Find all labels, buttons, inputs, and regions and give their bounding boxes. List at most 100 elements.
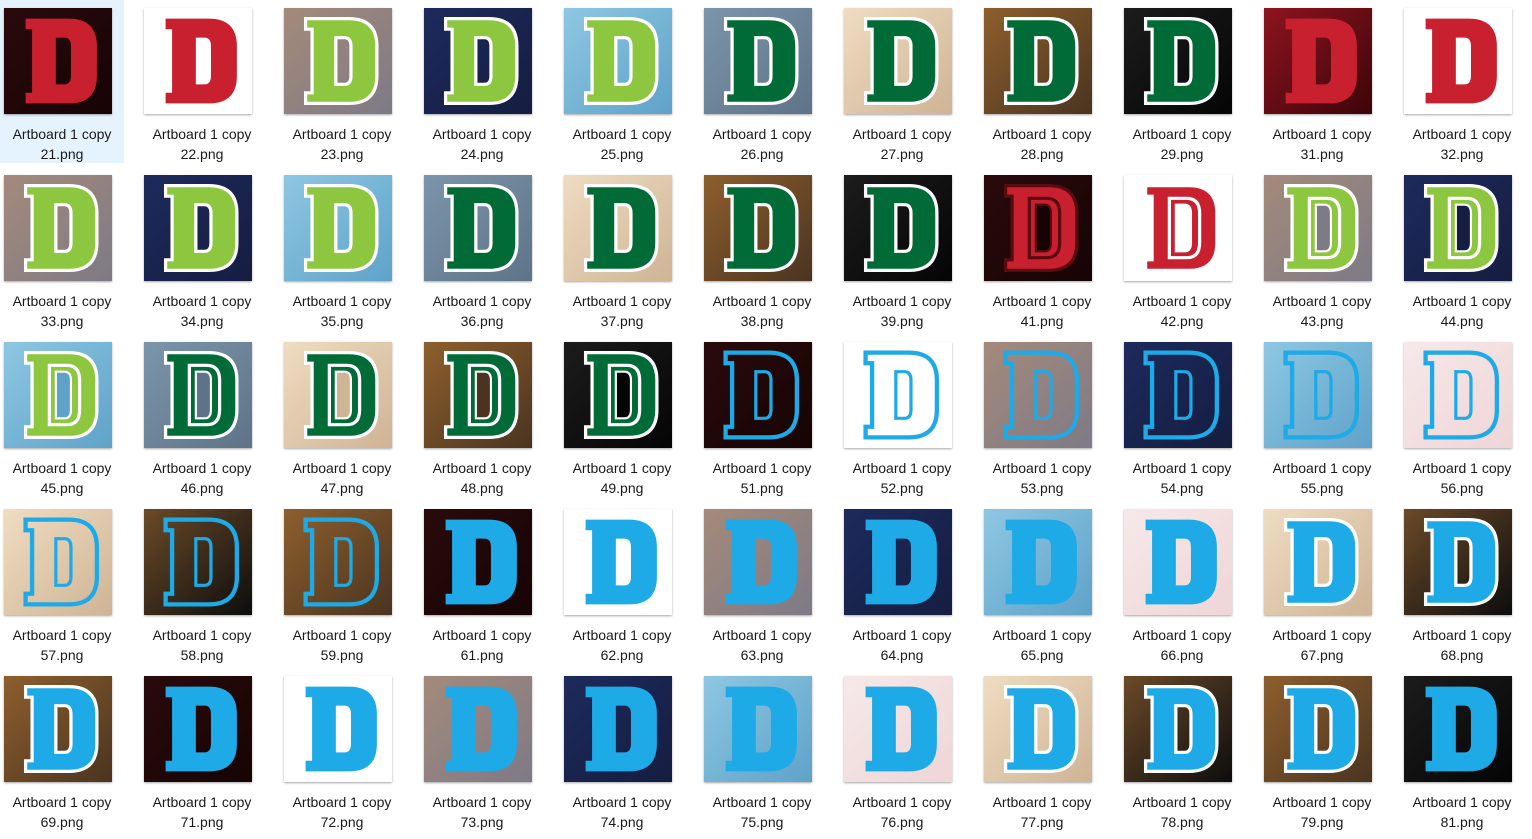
file-item[interactable]: Artboard 1 copy 31.png	[1260, 0, 1384, 163]
file-item[interactable]: Artboard 1 copy 41.png	[980, 167, 1104, 330]
file-thumbnail[interactable]	[984, 676, 1092, 782]
file-thumbnail[interactable]	[564, 175, 672, 281]
file-thumbnail[interactable]	[564, 8, 672, 114]
file-thumbnail[interactable]	[704, 676, 812, 782]
file-thumbnail[interactable]	[564, 509, 672, 615]
file-thumbnail[interactable]	[564, 676, 672, 782]
file-item[interactable]: Artboard 1 copy 67.png	[1260, 501, 1384, 664]
file-thumbnail[interactable]	[1124, 175, 1232, 281]
file-thumbnail[interactable]	[4, 8, 112, 114]
file-thumbnail[interactable]	[144, 8, 252, 114]
file-item[interactable]: Artboard 1 copy 27.png	[840, 0, 964, 163]
file-item[interactable]: Artboard 1 copy 25.png	[560, 0, 684, 163]
file-item[interactable]: Artboard 1 copy 52.png	[840, 334, 964, 497]
file-item[interactable]: Artboard 1 copy 79.png	[1260, 668, 1384, 831]
file-item[interactable]: Artboard 1 copy 75.png	[700, 668, 824, 831]
file-thumbnail[interactable]	[1124, 8, 1232, 114]
file-item[interactable]: Artboard 1 copy 28.png	[980, 0, 1104, 163]
file-item[interactable]: Artboard 1 copy 73.png	[420, 668, 544, 831]
file-item[interactable]: Artboard 1 copy 58.png	[140, 501, 264, 664]
file-item[interactable]: Artboard 1 copy 77.png	[980, 668, 1104, 831]
file-thumbnail[interactable]	[144, 509, 252, 615]
file-thumbnail[interactable]	[704, 8, 812, 114]
file-thumbnail[interactable]	[704, 342, 812, 448]
file-item[interactable]: Artboard 1 copy 22.png	[140, 0, 264, 163]
file-thumbnail[interactable]	[564, 342, 672, 448]
file-thumbnail[interactable]	[1404, 342, 1512, 448]
file-item[interactable]: Artboard 1 copy 71.png	[140, 668, 264, 831]
file-item[interactable]: Artboard 1 copy 49.png	[560, 334, 684, 497]
file-item[interactable]: Artboard 1 copy 38.png	[700, 167, 824, 330]
file-item[interactable]: Artboard 1 copy 43.png	[1260, 167, 1384, 330]
file-item[interactable]: Artboard 1 copy 59.png	[280, 501, 404, 664]
file-thumbnail[interactable]	[844, 676, 952, 782]
file-item[interactable]: Artboard 1 copy 69.png	[0, 668, 124, 831]
file-thumbnail[interactable]	[1404, 175, 1512, 281]
file-item[interactable]: Artboard 1 copy 21.png	[0, 0, 124, 163]
file-thumbnail[interactable]	[1124, 676, 1232, 782]
file-thumbnail[interactable]	[984, 8, 1092, 114]
file-item[interactable]: Artboard 1 copy 45.png	[0, 334, 124, 497]
file-item[interactable]: Artboard 1 copy 39.png	[840, 167, 964, 330]
file-thumbnail[interactable]	[4, 342, 112, 448]
file-thumbnail[interactable]	[424, 175, 532, 281]
file-thumbnail[interactable]	[1264, 509, 1372, 615]
file-thumbnail[interactable]	[984, 175, 1092, 281]
file-item[interactable]: Artboard 1 copy 74.png	[560, 668, 684, 831]
file-item[interactable]: Artboard 1 copy 65.png	[980, 501, 1104, 664]
file-item[interactable]: Artboard 1 copy 55.png	[1260, 334, 1384, 497]
file-item[interactable]: Artboard 1 copy 36.png	[420, 167, 544, 330]
file-thumbnail[interactable]	[704, 509, 812, 615]
file-item[interactable]: Artboard 1 copy 76.png	[840, 668, 964, 831]
file-item[interactable]: Artboard 1 copy 47.png	[280, 334, 404, 497]
file-thumbnail[interactable]	[284, 676, 392, 782]
file-thumbnail[interactable]	[4, 509, 112, 615]
file-item[interactable]: Artboard 1 copy 68.png	[1400, 501, 1524, 664]
file-thumbnail[interactable]	[4, 676, 112, 782]
file-thumbnail[interactable]	[1264, 676, 1372, 782]
file-item[interactable]: Artboard 1 copy 63.png	[700, 501, 824, 664]
file-thumbnail[interactable]	[284, 175, 392, 281]
file-item[interactable]: Artboard 1 copy 51.png	[700, 334, 824, 497]
file-item[interactable]: Artboard 1 copy 42.png	[1120, 167, 1244, 330]
file-thumbnail[interactable]	[1264, 175, 1372, 281]
file-thumbnail[interactable]	[844, 342, 952, 448]
file-item[interactable]: Artboard 1 copy 44.png	[1400, 167, 1524, 330]
file-item[interactable]: Artboard 1 copy 37.png	[560, 167, 684, 330]
file-thumbnail[interactable]	[984, 509, 1092, 615]
file-thumbnail[interactable]	[144, 676, 252, 782]
file-thumbnail[interactable]	[1124, 342, 1232, 448]
file-item[interactable]: Artboard 1 copy 54.png	[1120, 334, 1244, 497]
file-item[interactable]: Artboard 1 copy 81.png	[1400, 668, 1524, 831]
file-item[interactable]: Artboard 1 copy 78.png	[1120, 668, 1244, 831]
file-thumbnail[interactable]	[1124, 509, 1232, 615]
file-item[interactable]: Artboard 1 copy 32.png	[1400, 0, 1524, 163]
file-item[interactable]: Artboard 1 copy 53.png	[980, 334, 1104, 497]
file-item[interactable]: Artboard 1 copy 34.png	[140, 167, 264, 330]
file-thumbnail[interactable]	[284, 8, 392, 114]
file-thumbnail[interactable]	[284, 342, 392, 448]
file-thumbnail[interactable]	[424, 342, 532, 448]
file-thumbnail[interactable]	[1404, 509, 1512, 615]
file-thumbnail[interactable]	[1404, 8, 1512, 114]
file-thumbnail[interactable]	[424, 8, 532, 114]
file-item[interactable]: Artboard 1 copy 33.png	[0, 167, 124, 330]
file-thumbnail[interactable]	[844, 509, 952, 615]
file-item[interactable]: Artboard 1 copy 72.png	[280, 668, 404, 831]
file-item[interactable]: Artboard 1 copy 46.png	[140, 334, 264, 497]
file-thumbnail[interactable]	[284, 509, 392, 615]
file-thumbnail[interactable]	[144, 175, 252, 281]
file-thumbnail[interactable]	[144, 342, 252, 448]
file-thumbnail[interactable]	[844, 175, 952, 281]
file-thumbnail[interactable]	[4, 175, 112, 281]
file-item[interactable]: Artboard 1 copy 66.png	[1120, 501, 1244, 664]
file-item[interactable]: Artboard 1 copy 24.png	[420, 0, 544, 163]
file-item[interactable]: Artboard 1 copy 61.png	[420, 501, 544, 664]
file-item[interactable]: Artboard 1 copy 56.png	[1400, 334, 1524, 497]
file-item[interactable]: Artboard 1 copy 64.png	[840, 501, 964, 664]
file-item[interactable]: Artboard 1 copy 35.png	[280, 167, 404, 330]
file-item[interactable]: Artboard 1 copy 26.png	[700, 0, 824, 163]
file-thumbnail[interactable]	[984, 342, 1092, 448]
file-thumbnail[interactable]	[424, 676, 532, 782]
file-thumbnail[interactable]	[1404, 676, 1512, 782]
